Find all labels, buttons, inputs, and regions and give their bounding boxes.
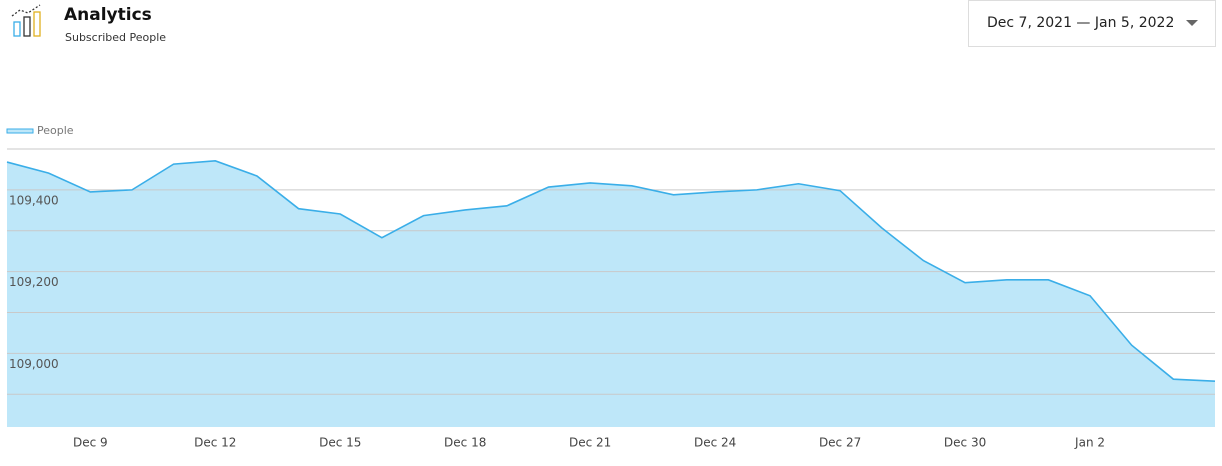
date-range-text: Dec 7, 2021 — Jan 5, 2022 [987, 15, 1174, 31]
y-tick-label: 109,000 [9, 357, 59, 371]
dropdown-caret [1186, 20, 1198, 26]
x-tick-label: Dec 12 [194, 436, 236, 450]
y-tick-label: 109,200 [9, 275, 59, 289]
x-tick-label: Dec 15 [319, 436, 361, 450]
x-tick-label: Dec 18 [444, 436, 486, 450]
y-tick-label: 109,400 [9, 193, 59, 207]
x-tick-label: Dec 9 [73, 436, 108, 450]
x-tick-label: Jan 2 [1074, 436, 1105, 450]
x-tick-label: Dec 21 [569, 436, 611, 450]
date-range-button[interactable]: Dec 7, 2021 — Jan 5, 2022 [968, 0, 1216, 47]
app-icon [11, 4, 41, 37]
area-fill [7, 160, 1215, 427]
area-line [6, 160, 1216, 383]
x-tick-label: Dec 24 [694, 436, 736, 450]
page-title: Analytics [64, 5, 152, 25]
chart: 109,400 109,200 109,000 People Dec 9 Dec 12 De… [6, 124, 1216, 450]
x-tick-label: Dec 30 [944, 436, 986, 450]
legend-swatch [6, 128, 34, 134]
legend-label: People [37, 124, 74, 137]
x-tick-label: Dec 27 [819, 436, 861, 450]
page-subtitle: Subscribed People [65, 31, 166, 44]
